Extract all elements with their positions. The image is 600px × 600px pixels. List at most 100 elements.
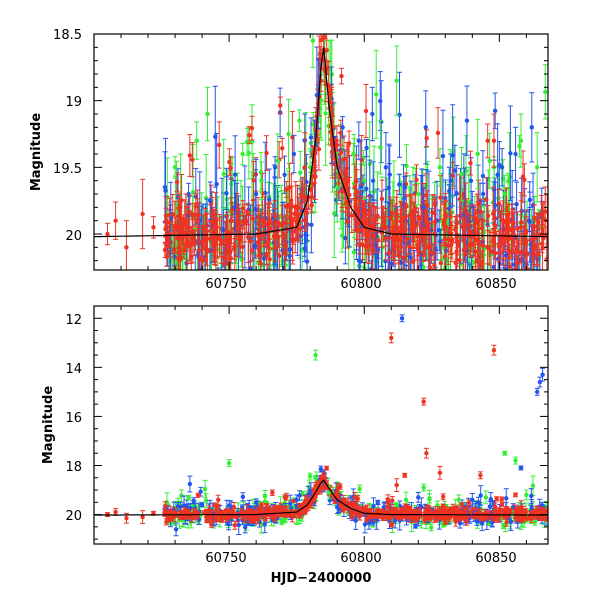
data-marker xyxy=(288,246,293,252)
data-marker xyxy=(292,211,297,216)
data-marker xyxy=(181,248,187,254)
data-marker xyxy=(481,243,486,248)
background-observation xyxy=(480,219,486,270)
top-dense-scatter xyxy=(162,25,548,304)
data-marker xyxy=(490,211,496,216)
data-marker xyxy=(351,249,357,255)
background-observation xyxy=(249,115,255,141)
data-marker xyxy=(318,38,324,43)
data-marker xyxy=(180,229,185,234)
data-marker xyxy=(219,238,224,243)
background-observation xyxy=(523,209,529,257)
background-observation xyxy=(247,214,253,268)
data-marker xyxy=(513,266,518,270)
data-marker xyxy=(341,178,347,183)
background-observation xyxy=(406,261,412,270)
data-marker xyxy=(423,125,428,130)
background-observation xyxy=(510,237,516,252)
background-observation xyxy=(400,247,406,269)
data-marker xyxy=(510,242,515,247)
background-observation xyxy=(542,64,548,120)
background-observation xyxy=(189,142,195,178)
background-observation xyxy=(273,220,279,249)
background-observation xyxy=(497,237,503,254)
background-observation xyxy=(371,205,377,236)
background-observation xyxy=(192,254,198,270)
data-marker xyxy=(320,25,324,29)
data-marker xyxy=(397,182,402,187)
data-marker xyxy=(442,254,448,259)
background-observation xyxy=(179,217,185,246)
data-marker xyxy=(495,172,500,177)
data-marker xyxy=(510,228,515,234)
data-marker xyxy=(395,300,399,304)
background-observation xyxy=(187,134,193,177)
data-marker xyxy=(240,244,245,249)
data-marker xyxy=(353,179,359,184)
data-marker xyxy=(491,264,497,270)
data-marker xyxy=(280,232,286,237)
background-observation xyxy=(370,161,376,201)
data-marker xyxy=(273,232,278,237)
background-observation xyxy=(249,239,255,261)
data-marker xyxy=(529,237,535,242)
data-marker xyxy=(485,213,491,219)
data-marker xyxy=(162,184,168,190)
background-observation xyxy=(354,169,360,215)
background-observation xyxy=(399,204,405,248)
data-marker xyxy=(193,204,199,209)
background-observation xyxy=(359,134,365,186)
background-observation xyxy=(490,228,496,255)
data-marker xyxy=(496,195,501,201)
data-marker xyxy=(222,261,227,266)
background-observation xyxy=(184,261,190,270)
data-marker xyxy=(523,230,529,236)
background-observation xyxy=(195,189,201,241)
background-observation xyxy=(204,213,210,249)
background-observation xyxy=(449,221,455,263)
data-marker xyxy=(341,156,347,162)
background-observation xyxy=(264,135,270,171)
background-observation xyxy=(483,177,489,223)
data-marker xyxy=(309,222,314,228)
data-marker xyxy=(224,197,230,202)
data-marker xyxy=(528,274,532,278)
data-marker xyxy=(455,242,461,248)
data-marker xyxy=(412,224,417,230)
data-marker xyxy=(219,226,225,231)
background-observation xyxy=(319,25,325,35)
data-marker xyxy=(207,236,213,241)
data-marker xyxy=(375,213,380,219)
data-marker xyxy=(469,242,474,247)
data-marker xyxy=(338,130,343,135)
data-marker xyxy=(187,153,193,158)
data-marker xyxy=(250,248,255,253)
background-observation xyxy=(240,212,246,230)
data-marker xyxy=(450,173,455,178)
data-marker xyxy=(496,201,502,206)
data-marker xyxy=(190,157,195,162)
data-marker xyxy=(412,276,416,280)
data-marker xyxy=(248,266,253,270)
data-marker xyxy=(488,249,494,254)
data-marker xyxy=(209,271,213,275)
data-marker xyxy=(466,222,471,228)
data-marker xyxy=(466,200,471,205)
top-panel: 60750 60800 60850 18.5 19 19.5 20 Magnit… xyxy=(29,25,549,304)
data-marker xyxy=(256,221,262,226)
data-marker xyxy=(414,177,419,183)
background-observation xyxy=(378,80,384,164)
data-marker xyxy=(265,222,270,227)
background-observation xyxy=(263,243,269,266)
background-observation xyxy=(513,245,519,270)
data-marker xyxy=(312,173,317,178)
background-observation xyxy=(186,225,192,261)
data-marker xyxy=(251,243,257,249)
data-marker xyxy=(339,189,345,194)
data-marker xyxy=(209,213,215,218)
background-observation xyxy=(298,220,304,237)
data-marker xyxy=(246,150,252,156)
data-marker xyxy=(176,249,181,255)
data-marker xyxy=(492,223,498,229)
